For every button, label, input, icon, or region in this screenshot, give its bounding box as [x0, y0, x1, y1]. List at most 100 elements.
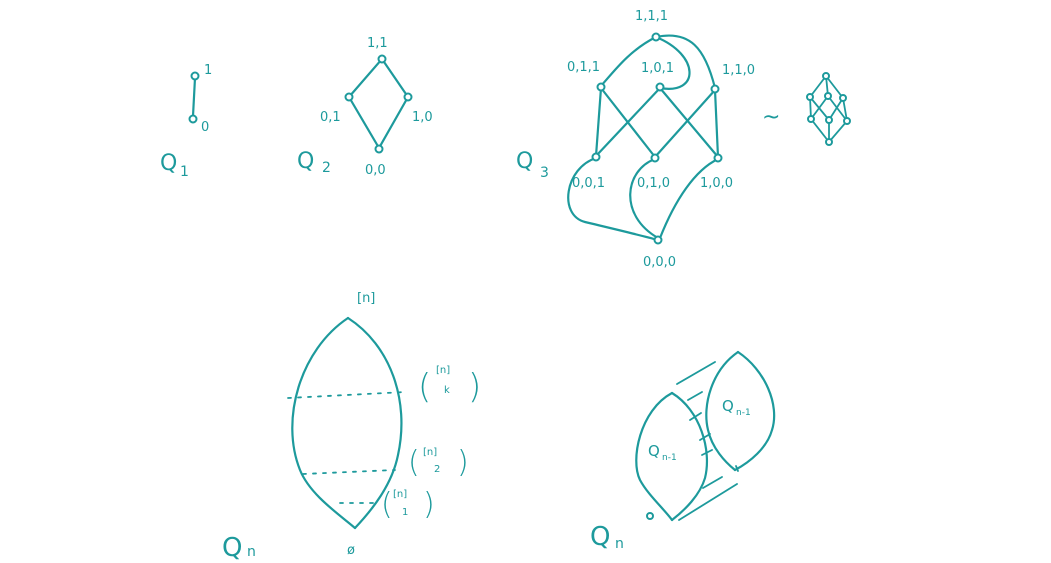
q1-node-bottom	[188, 114, 198, 124]
qn-level-k	[287, 391, 406, 399]
q3-node-100	[713, 153, 723, 163]
q2-diagram: 1,1 0,1 1,0 0,0 Q 2	[297, 36, 433, 178]
mini-node	[839, 94, 847, 102]
lower-lens-right	[670, 391, 709, 522]
binom-2-open: (	[408, 445, 420, 480]
q2-title-sub: 2	[322, 160, 331, 176]
binom-1-close: )	[423, 487, 435, 522]
binom-k-open: (	[418, 367, 431, 407]
q2-title: Q	[297, 149, 314, 174]
qn-right-arc	[346, 316, 403, 530]
qn-level-title-sub: n	[247, 544, 256, 560]
q3-edge-111-101	[654, 35, 691, 90]
upper-lens-left	[705, 350, 740, 472]
connector-stroke	[699, 433, 711, 441]
q3-label-011: 0,1,1	[567, 60, 600, 75]
q2-edges	[347, 57, 410, 150]
q3-label-110: 1,1,0	[722, 63, 755, 78]
connector-stroke	[689, 412, 702, 421]
qn-recursive-title: Q	[590, 522, 610, 552]
q3-edge-111-110	[654, 34, 717, 90]
qn-recursive-diagram: Q n-1 Q n-1 Q n	[590, 350, 776, 552]
q3-edge-110-010	[653, 88, 717, 159]
binom-2-close: )	[457, 445, 469, 480]
qn-level-2	[302, 469, 396, 475]
q2-node-left	[344, 92, 354, 102]
q3-node-111	[651, 32, 661, 42]
q1-node-top	[190, 71, 200, 81]
q3-edge-101-001	[594, 86, 662, 158]
q3-node-110	[710, 84, 720, 94]
binom-1-open: (	[381, 487, 393, 522]
connector-stroke	[735, 465, 739, 472]
binom-k-top: [n]	[436, 365, 450, 376]
q1-title-sub: 1	[180, 164, 189, 180]
q3-node-101	[655, 82, 665, 92]
q2-node-bottom	[374, 144, 384, 154]
q1-label-top: 1	[204, 63, 212, 78]
upper-lens-label-sub: n-1	[736, 408, 751, 418]
upper-lens-label: Q	[722, 397, 734, 415]
connector-stroke	[678, 483, 738, 521]
q2-label-left: 0,1	[320, 110, 341, 125]
qn-left-arc	[291, 316, 357, 530]
upper-lens-right	[733, 350, 776, 472]
q3-node-000	[653, 235, 663, 245]
q3-mini-diagram	[806, 72, 851, 146]
connector-stroke	[702, 476, 723, 489]
q3-node-001	[591, 152, 601, 162]
binom-1-top: [n]	[393, 489, 407, 500]
mini-node	[843, 117, 851, 125]
connector-stroke	[701, 449, 713, 456]
qn-bottom-vertex	[646, 512, 654, 520]
q3-label-111: 1,1,1	[635, 9, 668, 24]
q2-label-bottom: 0,0	[365, 163, 386, 178]
q3-edge-001-000	[567, 156, 660, 242]
q3-label-000: 0,0,0	[643, 255, 676, 270]
mini-node	[806, 93, 814, 101]
mini-node	[824, 92, 832, 100]
q3-diagram: 1,1,1 0,1,1 1,0,1 1,1,0 0,0,1 0,1,0 1,0,…	[516, 9, 780, 270]
binom-2-bottom: 2	[434, 464, 440, 475]
binom-k-bottom: k	[444, 385, 450, 396]
q3-edge-100-000	[658, 157, 720, 240]
q1-label-bottom: 0	[201, 120, 209, 135]
qn-level-title: Q	[222, 533, 242, 563]
qn-top-label: [n]	[357, 291, 375, 306]
q2-node-right	[403, 92, 413, 102]
q1-diagram: 1 0 Q 1	[160, 63, 212, 180]
q2-label-top: 1,1	[367, 36, 388, 51]
q3-edge-111-011	[599, 35, 658, 88]
q3-edge-011-001	[594, 86, 603, 158]
q3-label-100: 1,0,0	[700, 176, 733, 191]
binom-1-bottom: 1	[402, 507, 408, 518]
lower-lens-label: Q	[648, 442, 660, 460]
connector-stroke	[687, 391, 703, 401]
q2-label-right: 1,0	[412, 110, 433, 125]
mini-node	[825, 116, 833, 124]
q1-title: Q	[160, 151, 177, 176]
connector-stroke	[676, 361, 716, 385]
qn-bottom-label: ø	[347, 543, 355, 558]
qn-recursive-title-sub: n	[615, 536, 624, 552]
mini-node	[822, 72, 830, 80]
q3-edge-110-100	[713, 88, 720, 159]
q2-node-top	[377, 54, 387, 64]
q3-node-010	[650, 153, 660, 163]
mini-node	[807, 115, 815, 123]
q3-edge-101-100	[658, 86, 720, 159]
q3-label-010: 0,1,0	[637, 176, 670, 191]
q3-label-001: 0,0,1	[572, 176, 605, 191]
q3-node-011	[596, 82, 606, 92]
lower-lens-left	[635, 391, 674, 522]
q3-title-sub: 3	[540, 165, 549, 181]
binom-k-close: )	[468, 367, 481, 407]
q1-edge	[191, 76, 197, 118]
similar-symbol: ~	[762, 105, 780, 130]
q3-title: Q	[516, 149, 533, 174]
qn-level-diagram: [n] ø ( [n] k ) ( [n] 2 ) ( [n] 1 ) Q n	[222, 291, 481, 563]
q3-edge-010-000	[629, 157, 660, 240]
lower-lens-label-sub: n-1	[662, 453, 677, 463]
